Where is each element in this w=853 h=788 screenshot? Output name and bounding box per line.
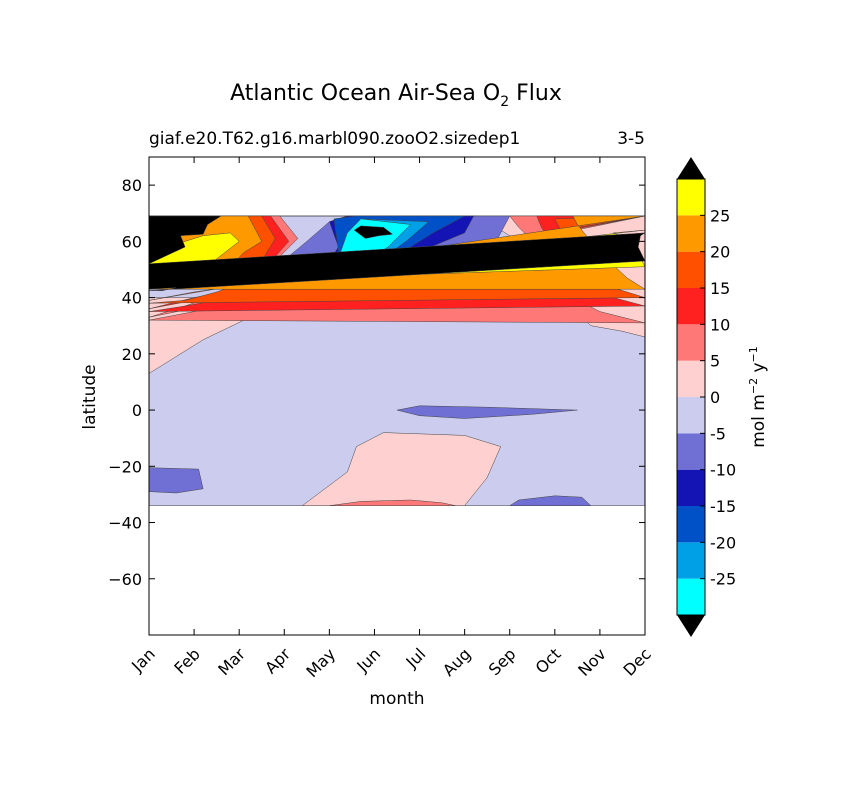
x-tick-label: Jul: [402, 644, 430, 672]
colorbar-swatch: [677, 397, 705, 434]
contour-region-south-positive: [302, 432, 501, 506]
y-tick-label: 40: [122, 289, 142, 308]
x-tick-label: Feb: [170, 644, 203, 677]
contour-region-equatorial-negative: [396, 405, 578, 419]
contour-fields: [149, 215, 645, 506]
colorbar-swatch: [677, 469, 705, 506]
x-tick-label: Mar: [214, 644, 249, 679]
x-tick-label: Aug: [439, 644, 475, 680]
colorbar-label-exp2: −1: [747, 346, 760, 362]
y-tick-label: 0: [132, 401, 142, 420]
colorbar-tick-label: 15: [710, 279, 730, 298]
colorbar-swatch: [677, 542, 705, 579]
colorbar-swatch: [677, 179, 705, 216]
x-tick-label: May: [302, 644, 339, 681]
y-axis-label: latitude: [80, 364, 100, 429]
contour-region-south-east-negative: [509, 495, 592, 506]
colorbar-swatch: [677, 215, 705, 252]
chart-subtitle-left: giaf.e20.T62.g16.marbl090.zooO2.sizedep1: [149, 129, 520, 149]
colorbar-label-unit: mol m: [749, 394, 769, 448]
chart-title-main: Atlantic Ocean Air-Sea O: [230, 81, 500, 106]
x-tick-label: Sep: [485, 644, 520, 679]
x-axis-label: month: [369, 689, 424, 709]
chart-title-sub: 2: [500, 94, 509, 110]
x-tick-label: Jan: [127, 644, 159, 676]
y-tick-label: 60: [122, 232, 142, 251]
colorbar-tick-label: -25: [710, 570, 736, 589]
colorbar-swatch: [677, 578, 705, 615]
colorbar-swatch: [677, 433, 705, 470]
colorbar-tick-label: 20: [710, 243, 730, 262]
colorbar-swatch: [677, 288, 705, 325]
colorbar-swatch: [677, 360, 705, 397]
chart-title: Atlantic Ocean Air-Sea O2 Flux: [230, 81, 562, 110]
contour-region-south-strong-positive: [329, 499, 456, 506]
x-tick-label: Dec: [619, 644, 654, 679]
contour-region-bloom-core: [353, 225, 393, 239]
colorbar-tick-label: 0: [710, 388, 720, 407]
colorbar-label-mid: y: [749, 362, 769, 377]
colorbar-tick-label: -15: [710, 497, 736, 516]
plot-frame: [148, 156, 646, 636]
chart-title-tail: Flux: [509, 81, 562, 106]
y-tick-label: −40: [108, 514, 142, 533]
colorbar-label-exp1: −2: [747, 378, 760, 394]
x-tick-label: Jun: [352, 644, 384, 676]
x-tick-label: Nov: [574, 644, 610, 680]
y-tick-label: −20: [108, 457, 142, 476]
colorbar-label: mol m−2 y−1: [747, 346, 769, 448]
y-axis: −60 −40 −20 0 20 40 60 80: [108, 176, 645, 589]
colorbar-swatch: [677, 324, 705, 361]
y-tick-label: −60: [108, 570, 142, 589]
y-tick-label: 80: [122, 176, 142, 195]
colorbar-tick-label: -20: [710, 533, 736, 552]
x-tick-label: Oct: [532, 644, 565, 677]
colorbar-over-triangle: [677, 157, 705, 179]
colorbar-swatch: [677, 506, 705, 543]
y-tick-label: 20: [122, 345, 142, 364]
colorbar-tick-label: -5: [710, 424, 726, 443]
contour-region-south-west-negative: [149, 467, 204, 494]
x-tick-label: Apr: [261, 644, 294, 677]
chart-subtitle-right: 3-5: [617, 129, 645, 149]
colorbar-swatch: [677, 251, 705, 288]
colorbar: 25 20 15 10 5 0 -5 -10 -15 -20 -25: [676, 157, 736, 637]
colorbar-tick-label: 10: [710, 315, 730, 334]
colorbar-under-triangle: [677, 615, 705, 637]
colorbar-tick-label: -10: [710, 461, 736, 480]
contour-region-winter-over: [149, 215, 645, 291]
colorbar-tick-label: 25: [710, 206, 730, 225]
colorbar-tick-label: 5: [710, 352, 720, 371]
